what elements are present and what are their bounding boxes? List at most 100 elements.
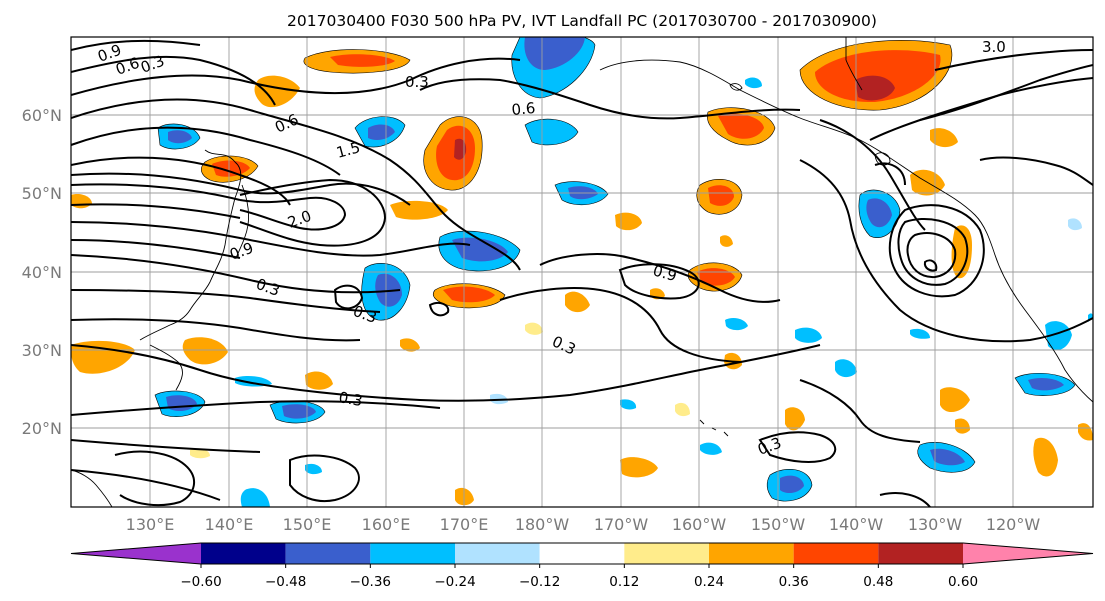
negative-anomaly-patch [725, 318, 748, 331]
negative-anomaly-patch [795, 327, 822, 343]
lat-label: 30°N [22, 341, 62, 360]
lat-label: 60°N [22, 106, 62, 125]
positive-anomaly-patch [785, 407, 805, 431]
colorbar: −0.60 −0.48 −0.36 −0.24 −0.12 0.12 0.24 0.36 0.4… [70, 542, 1094, 590]
lon-label: 150°E [283, 515, 332, 534]
positive-anomaly-patch [955, 418, 970, 434]
strong-negative-anomaly-patch [866, 198, 892, 228]
lon-label: 140°E [205, 515, 254, 534]
weak-positive-anomaly-patch [675, 402, 690, 417]
positive-anomaly-patch [305, 371, 333, 390]
latitude-labels: 60°N 50°N 40°N 30°N 20°N [22, 106, 62, 438]
lat-label: 20°N [22, 419, 62, 438]
colorbar-segment [455, 543, 540, 564]
colorbar-tick-label: −0.36 [350, 574, 391, 590]
positive-anomaly-patch [455, 487, 474, 506]
positive-anomaly-patch [940, 387, 970, 413]
contour-label: 0.6 [511, 99, 536, 119]
colorbar-ticks: −0.60 −0.48 −0.36 −0.24 −0.12 0.12 0.24 0.36 0.4… [180, 564, 978, 590]
very-strong-positive-anomaly-patch [454, 138, 467, 160]
colorbar-tick-label: −0.60 [180, 574, 221, 590]
negative-anomaly-patch [835, 359, 857, 378]
strong-negative-anomaly-patch [168, 130, 192, 144]
colorbar-tick-label: 0.12 [609, 574, 639, 590]
negative-anomaly-patch [700, 442, 722, 455]
negative-anomaly-patch [305, 463, 322, 475]
contour-label: 0.3 [337, 388, 364, 410]
lon-label: 130°E [126, 515, 175, 534]
colorbar-segment [370, 543, 455, 564]
positive-anomaly-patch [620, 457, 658, 478]
colorbar-segment [709, 543, 794, 564]
negative-anomaly-patch [240, 488, 270, 507]
colorbar-tick-label: −0.48 [265, 574, 306, 590]
positive-anomaly-patch [565, 291, 590, 313]
weak-positive-anomaly-patch [190, 448, 210, 459]
colorbar-tick-label: −0.12 [519, 574, 560, 590]
lon-label: 170°E [440, 515, 489, 534]
positive-anomaly-patch [1078, 423, 1093, 441]
map-panel: 0.9 0.6 0.3 1.5 2.0 0.9 0.6 0.3 0.3 0.3 … [70, 36, 1094, 508]
negative-anomaly-patch [620, 399, 637, 410]
map-frame [70, 36, 1094, 508]
colorbar-tick-label: 0.60 [948, 574, 978, 590]
colorbar-segment [624, 543, 709, 564]
colorbar-tick-label: 0.48 [863, 574, 893, 590]
colorbar-segment [539, 543, 625, 564]
positive-anomaly-patch [400, 338, 420, 352]
very-strong-positive-anomaly-patch [855, 75, 895, 101]
lon-label: 130°W [908, 515, 963, 534]
colorbar-segment [285, 543, 371, 564]
negative-anomaly-patch [910, 328, 930, 339]
weak-positive-anomaly-patch [525, 322, 543, 335]
strong-negative-anomaly-patch [524, 37, 585, 70]
positive-anomaly-patch [1033, 437, 1058, 477]
longitude-labels: 130°E 140°E 150°E 160°E 170°E 180°W 170°… [126, 515, 1041, 534]
positive-anomaly-patch [951, 225, 972, 279]
strong-negative-anomaly-patch [1028, 377, 1064, 391]
positive-anomaly-patch [71, 340, 135, 374]
positive-anomaly-patch [930, 128, 958, 148]
strong-positive-anomaly-patch [718, 113, 764, 139]
positive-anomaly-patch [615, 212, 642, 231]
contour-label: 3.0 [982, 38, 1006, 56]
strong-negative-anomaly-patch [368, 124, 395, 140]
strong-positive-anomaly-patch [443, 286, 495, 303]
lon-label: 160°E [362, 515, 411, 534]
colorbar-tick-label: 0.36 [779, 574, 809, 590]
figure-title: 2017030400 F030 500 hPa PV, IVT Landfall… [287, 12, 877, 30]
lon-label: 160°W [672, 515, 727, 534]
positive-anomaly-patch [390, 200, 448, 220]
strong-negative-anomaly-patch [780, 475, 804, 494]
positive-anomaly-patch [254, 75, 300, 108]
negative-anomaly-patch [1045, 321, 1072, 351]
contour-label: 0.9 [651, 261, 679, 285]
colorbar-extend-low [71, 543, 201, 564]
colorbar-segment [201, 543, 286, 564]
colorbar-tick-label: −0.24 [434, 574, 475, 590]
lat-label: 50°N [22, 184, 62, 203]
negative-anomaly-patch [524, 118, 579, 146]
negative-anomaly-patch [745, 77, 762, 89]
lon-label: 140°W [829, 515, 884, 534]
strong-negative-anomaly-patch [930, 448, 965, 466]
lat-label: 40°N [22, 263, 62, 282]
pv-contours [71, 39, 1093, 507]
colorbar-segment [793, 543, 879, 564]
weak-negative-anomaly-patch [1068, 218, 1082, 231]
lon-label: 120°W [986, 515, 1041, 534]
lon-label: 150°W [751, 515, 806, 534]
contour-label: 1.5 [334, 138, 362, 162]
positive-anomaly-patch [182, 337, 228, 365]
lon-label: 180°W [515, 515, 570, 534]
strong-positive-anomaly-patch [708, 185, 734, 206]
strong-positive-anomaly-patch [697, 268, 735, 286]
colorbar-tick-label: 0.24 [694, 574, 724, 590]
colorbar-segments [70, 542, 1094, 565]
lon-label: 170°W [594, 515, 649, 534]
contour-label: 0.3 [405, 73, 429, 91]
positive-anomaly-patch [720, 235, 733, 247]
shaded-anomaly-patches [71, 37, 1093, 507]
strong-positive-anomaly-patch [330, 54, 395, 67]
